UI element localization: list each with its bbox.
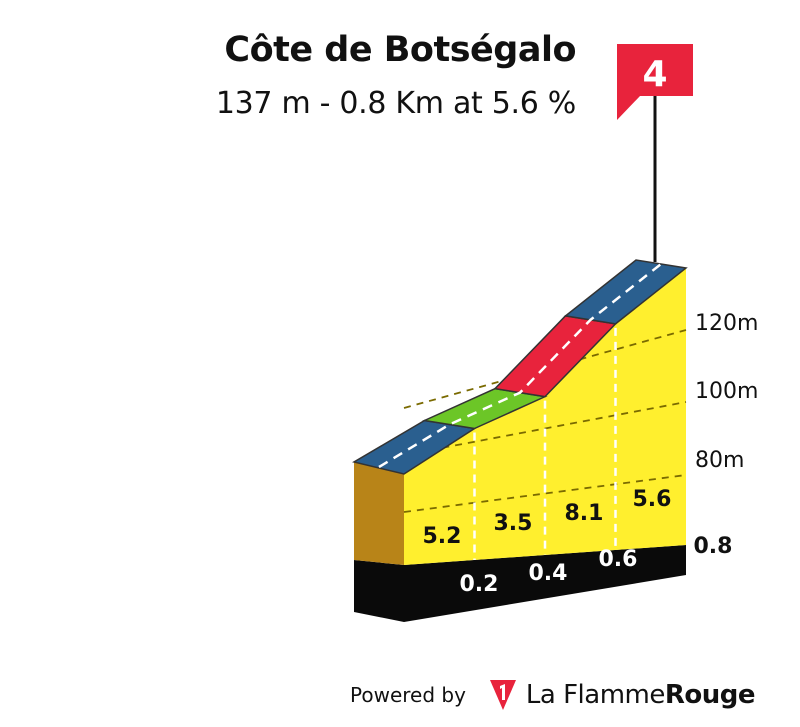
distance-tick-3: 0.6 (599, 547, 638, 572)
segment-gradient-3: 8.1 (565, 501, 604, 526)
distance-tick-2: 0.4 (529, 561, 568, 586)
profile-segment-4 (563, 259, 688, 325)
powered-by-text: Powered by (350, 683, 466, 707)
footer: Powered by La Flamme Rouge (350, 678, 756, 712)
labels: 5.2 3.5 8.1 5.6 0.2 0.4 0.6 0.8 80m 100m 120m (423, 311, 759, 597)
profile-centerline (378, 263, 662, 469)
distance-tick-1: 0.2 (460, 572, 499, 597)
brand-name-part1: La Flamme (525, 680, 665, 710)
elevation-tick-1: 80m (695, 448, 744, 473)
climb-stats: 137 m - 0.8 Km at 5.6 % (215, 86, 576, 121)
segment-dividers (473, 327, 617, 560)
climb-title: Côte de Botségalo (224, 30, 576, 70)
brand-name-part2: Rouge (664, 680, 756, 710)
profile-side (354, 462, 404, 565)
segment-gradient-4: 5.6 (633, 487, 672, 512)
gridline-1 (403, 401, 687, 456)
flamme-rouge-logo-icon (489, 680, 516, 710)
gridline-0 (403, 474, 687, 513)
category-number: 4 (642, 54, 667, 95)
elevation-tick-3: 120m (695, 311, 758, 336)
distance-band (404, 545, 686, 622)
distance-band-side (354, 560, 404, 622)
profile-top (352, 259, 688, 475)
segment-gradient-2: 3.5 (494, 511, 533, 536)
segment-gradient-1: 5.2 (423, 524, 462, 549)
category-flag: 4 (617, 44, 693, 120)
distance-tick-4: 0.8 (694, 534, 733, 559)
elevation-tick-2: 100m (695, 379, 758, 404)
